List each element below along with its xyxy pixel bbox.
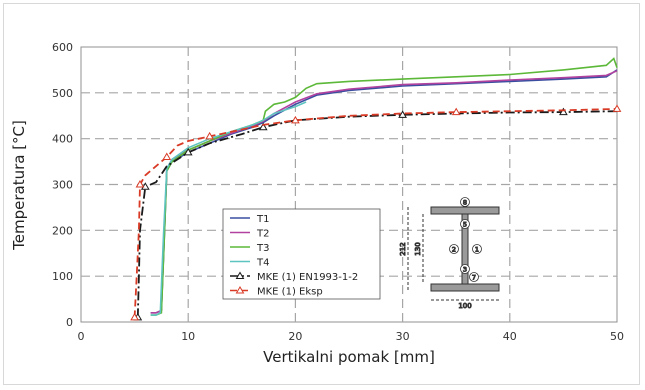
legend-label: MKE (1) Eksp [257, 287, 323, 298]
x-axis-label: Vertikalni pomak [mm] [263, 348, 435, 366]
inset-marker-circle [449, 244, 459, 254]
legend: T1 T2 T3 T4 MKE (1) EN1993-1-2 MKE (1) Eksp [222, 208, 381, 300]
x-tick-label: 30 [396, 330, 410, 343]
line-chart: 0 10 20 30 40 50 0 100 200 300 400 500 600 Vertikal… [10, 41, 625, 366]
x-tick-label: 40 [503, 330, 517, 343]
web [461, 213, 469, 285]
legend-label: MKE (1) EN1993-1-2 [257, 272, 358, 283]
inset-marker-label: 2 [452, 246, 456, 254]
y-tick-label: 100 [52, 270, 73, 283]
inset-marker-circle [460, 219, 470, 229]
series-marker-4 [183, 147, 193, 156]
inset-marker-label: 7 [472, 274, 476, 282]
legend-label: T3 [256, 243, 269, 254]
legend-label: T4 [256, 258, 269, 269]
legend-marker [235, 286, 245, 294]
series-marker-4 [258, 122, 268, 131]
inset-marker-circle [460, 264, 470, 274]
y-tick-labels: 0 100 200 300 400 500 600 [52, 41, 73, 329]
y-tick-label: 500 [52, 87, 73, 100]
series-marker-5 [162, 152, 172, 160]
series-marker-4 [559, 107, 568, 116]
height-dimension-label: 212 [399, 242, 407, 255]
x-tick-label: 0 [78, 330, 85, 343]
series-group [130, 57, 622, 321]
y-tick-label: 600 [52, 41, 73, 54]
top-flange [430, 206, 500, 215]
inset-marker-circle [472, 244, 482, 254]
legend-box [222, 208, 381, 300]
legend-label: T1 [256, 214, 269, 225]
series-line-2 [150, 57, 618, 316]
chart-frame: 0 10 20 30 40 50 0 100 200 300 400 500 600 Vertikal… [3, 3, 640, 385]
inset-marker-circle [469, 272, 479, 282]
inset-marker-label: 3 [463, 266, 467, 274]
web-dimension-label: 130 [414, 242, 422, 255]
y-axis-label: Temperatura [°C] [10, 120, 28, 251]
series-marker-5 [291, 115, 300, 124]
series-line-3 [150, 101, 307, 316]
y-tick-label: 400 [52, 133, 73, 146]
width-dimension-label: 100 [458, 302, 471, 310]
series-marker-5 [130, 312, 139, 321]
y-tick-label: 200 [52, 224, 73, 237]
series-marker-4 [398, 110, 407, 118]
x-tick-label: 10 [181, 330, 195, 343]
y-tick-label: 300 [52, 179, 73, 192]
legend-label: T2 [256, 229, 269, 240]
inset-marker-circle [460, 197, 470, 207]
series-marker-5 [205, 131, 215, 140]
x-tick-label: 50 [610, 330, 624, 343]
inset-marker-label: 5 [463, 221, 467, 229]
bottom-flange [430, 283, 500, 292]
y-tick-label: 0 [66, 316, 73, 329]
legend-marker [235, 271, 245, 279]
inset-marker-label: 8 [463, 199, 467, 207]
series-line-4 [136, 110, 618, 318]
series-marker-5 [612, 104, 622, 112]
x-tick-labels: 0 10 20 30 40 50 [78, 330, 625, 343]
x-tick-label: 20 [288, 330, 302, 343]
series-marker-5 [451, 107, 461, 116]
inset-marker-label: 1 [475, 246, 479, 254]
cross-section-inset: 8 2 3 1 5 7 212 130 100 [399, 197, 500, 311]
series-marker-5 [135, 180, 145, 188]
